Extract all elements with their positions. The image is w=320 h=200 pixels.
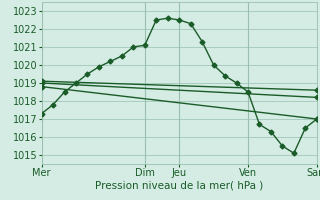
X-axis label: Pression niveau de la mer( hPa ): Pression niveau de la mer( hPa )	[95, 181, 263, 191]
